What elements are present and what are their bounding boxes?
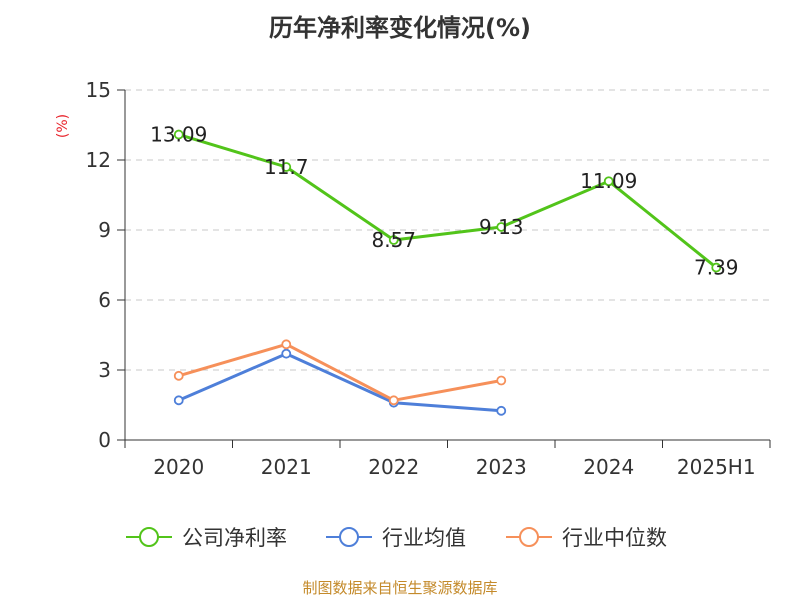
- y-tick-label: 6: [98, 288, 111, 312]
- legend: 公司净利率 行业均值 行业中位数: [126, 526, 667, 550]
- data-point: [496, 375, 507, 386]
- legend-marker: [339, 527, 359, 547]
- source-note: 制图数据来自恒生聚源数据库: [302, 579, 497, 597]
- legend-label: 行业中位数: [562, 526, 667, 550]
- data-label: 13.09: [150, 123, 207, 147]
- grid-lines: [125, 89, 770, 371]
- series-2: [173, 339, 507, 406]
- data-point: [711, 262, 722, 273]
- legend-marker: [519, 527, 539, 547]
- data-point: [281, 339, 292, 350]
- legend-marker: [139, 527, 159, 547]
- legend-item-2[interactable]: 行业中位数: [506, 526, 667, 550]
- data-point: [388, 235, 399, 245]
- data-label: 11.09: [580, 169, 637, 193]
- axes: 0 3 6 9 12 15 2020 2021 2022 2023 2024 2025H1: [86, 78, 771, 479]
- x-tick-label: 2025H1: [677, 455, 756, 479]
- x-tick-label: 2022: [368, 455, 419, 479]
- x-tick-label: 2020: [153, 455, 204, 479]
- data-label: 8.57: [371, 228, 416, 252]
- series-line: [177, 133, 718, 270]
- data-point: [388, 395, 399, 406]
- data-label: 7.39: [694, 256, 739, 280]
- data-point: [281, 348, 292, 359]
- y-tick-label: 12: [86, 148, 111, 172]
- series-line: [177, 352, 503, 413]
- series-0: 13.09 11.7 8.57 9.13 11.09 7.39: [150, 123, 738, 280]
- data-point: [173, 395, 184, 406]
- legend-label: 公司净利率: [182, 526, 287, 550]
- data-point: [281, 162, 292, 172]
- series-layer: 13.09 11.7 8.57 9.13 11.09 7.39: [150, 123, 739, 416]
- data-point: [173, 129, 184, 140]
- y-tick-label: 0: [98, 428, 111, 452]
- x-tick-label: 2023: [476, 455, 527, 479]
- legend-item-0[interactable]: 公司净利率: [126, 526, 287, 550]
- data-point: [603, 176, 614, 187]
- y-tick-label: 15: [86, 78, 111, 102]
- x-tick-label: 2024: [583, 455, 634, 479]
- series-line: [177, 342, 503, 402]
- data-point: [173, 370, 184, 381]
- data-label: 11.7: [264, 155, 309, 179]
- chart-title: 历年净利率变化情况(%): [269, 14, 531, 42]
- data-point: [496, 405, 507, 416]
- x-tick-label: 2021: [261, 455, 312, 479]
- data-label: 9.13: [479, 215, 524, 239]
- y-tick-label: 9: [98, 218, 111, 242]
- data-point: [496, 222, 507, 232]
- y-axis-unit-label: (%): [55, 114, 71, 138]
- y-tick-label: 3: [98, 358, 111, 382]
- legend-item-1[interactable]: 行业均值: [326, 526, 466, 550]
- legend-label: 行业均值: [382, 526, 466, 550]
- series-1: [173, 348, 507, 416]
